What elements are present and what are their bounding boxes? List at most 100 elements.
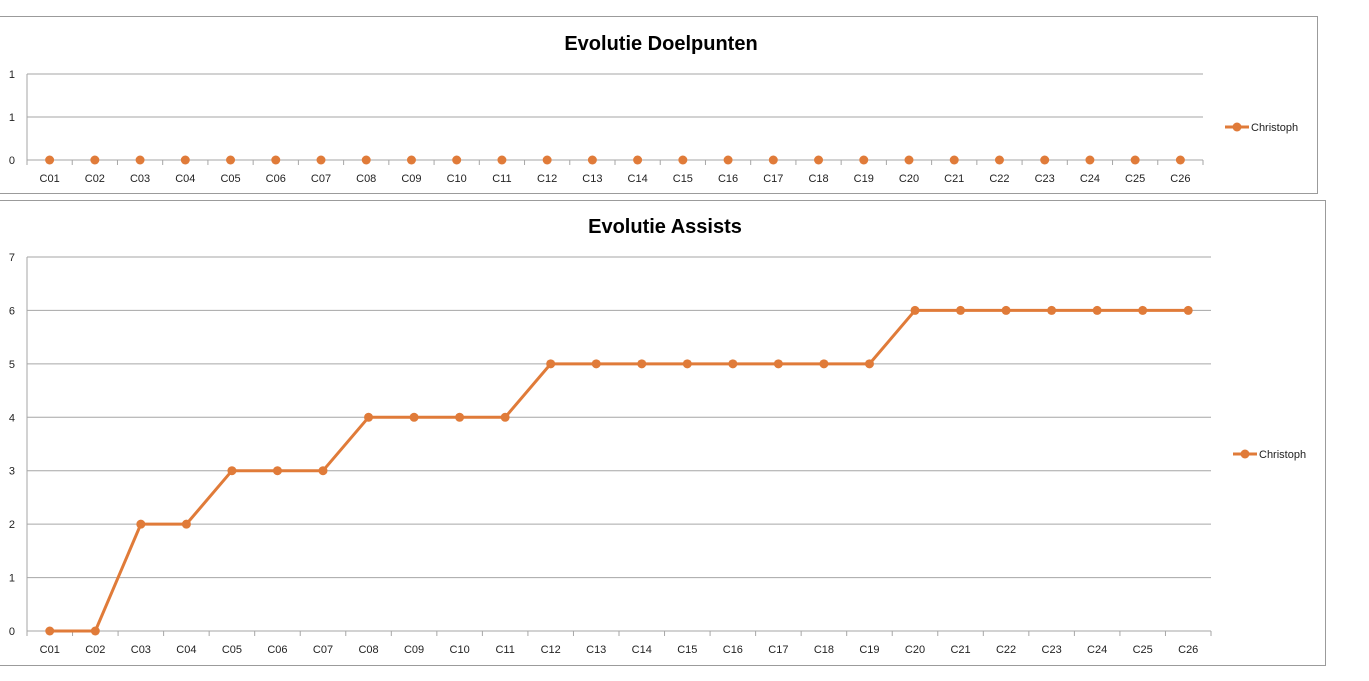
assists-legend-label: Christoph xyxy=(1259,449,1306,461)
goals-x-tick-label: C02 xyxy=(85,173,105,185)
goals-x-tick-label: C04 xyxy=(175,173,195,185)
assists-x-tick-label: C13 xyxy=(586,644,606,656)
goals-data-point xyxy=(361,155,371,165)
assists-x-tick-label: C22 xyxy=(996,644,1016,656)
assists-data-point xyxy=(591,359,601,369)
assists-data-point xyxy=(1183,305,1193,315)
assists-y-tick-label: 7 xyxy=(9,252,15,264)
assists-x-tick-label: C24 xyxy=(1087,644,1107,656)
goals-x-tick-label: C08 xyxy=(356,173,376,185)
goals-legend-label: Christoph xyxy=(1251,122,1298,134)
assists-x-tick-label: C16 xyxy=(723,644,743,656)
goals-x-tick-label: C20 xyxy=(899,173,919,185)
goals-data-point xyxy=(271,155,281,165)
assists-y-tick-label: 6 xyxy=(9,305,15,317)
goals-x-tick-label: C07 xyxy=(311,173,331,185)
assists-x-tick-label: C07 xyxy=(313,644,333,656)
goals-data-point xyxy=(1040,155,1050,165)
goals-data-point xyxy=(723,155,733,165)
assists-data-point xyxy=(728,359,738,369)
assists-x-tick-label: C11 xyxy=(495,644,514,656)
goals-x-tick-label: C03 xyxy=(130,173,150,185)
goals-x-tick-label: C14 xyxy=(628,173,648,185)
goals-y-tick-label: 1 xyxy=(9,112,15,124)
assists-y-tick-label: 4 xyxy=(9,412,15,424)
goals-x-tick-label: C24 xyxy=(1080,173,1100,185)
goals-x-tick-label: C26 xyxy=(1170,173,1190,185)
goals-x-tick-label: C12 xyxy=(537,173,557,185)
assists-data-point xyxy=(956,305,966,315)
assists-data-point xyxy=(910,305,920,315)
goals-data-point xyxy=(135,155,145,165)
assists-chart-title: Evolutie Assists xyxy=(588,216,742,238)
assists-x-tick-label: C14 xyxy=(632,644,652,656)
assists-data-point xyxy=(1001,305,1011,315)
goals-data-point xyxy=(1130,155,1140,165)
goals-x-tick-label: C11 xyxy=(492,173,511,185)
assists-x-tick-label: C02 xyxy=(85,644,105,656)
assists-data-point xyxy=(637,359,647,369)
goals-chart-title: Evolutie Doelpunten xyxy=(564,33,757,55)
goals-x-tick-label: C19 xyxy=(854,173,874,185)
assists-data-point xyxy=(1138,305,1148,315)
assists-data-point xyxy=(682,359,692,369)
assists-x-tick-label: C09 xyxy=(404,644,424,656)
assists-y-tick-label: 0 xyxy=(9,626,15,638)
assists-x-tick-label: C12 xyxy=(541,644,561,656)
goals-data-point xyxy=(633,155,643,165)
goals-data-point xyxy=(1175,155,1185,165)
assists-data-point xyxy=(272,466,282,476)
goals-data-point xyxy=(316,155,326,165)
assists-data-point xyxy=(773,359,783,369)
goals-data-point xyxy=(678,155,688,165)
goals-data-point xyxy=(180,155,190,165)
assists-x-tick-label: C21 xyxy=(950,644,970,656)
assists-data-point xyxy=(181,519,191,529)
assists-x-tick-label: C15 xyxy=(677,644,697,656)
assists-y-tick-label: 3 xyxy=(9,466,15,478)
goals-x-tick-label: C25 xyxy=(1125,173,1145,185)
goals-x-tick-label: C10 xyxy=(447,173,467,185)
assists-data-point xyxy=(455,412,465,422)
goals-x-tick-label: C13 xyxy=(582,173,602,185)
goals-chart: Evolutie Doelpunten 0 1 1 C01 C02 C03 C04 C05 C06… xyxy=(9,33,1298,185)
assists-data-point xyxy=(1092,305,1102,315)
assists-x-tick-label: C23 xyxy=(1042,644,1062,656)
assists-chart: Evolutie Assists 0 1 2 3 4 5 6 7 C01 C02 C03 C04 C05 C… xyxy=(9,216,1306,656)
goals-x-tick-label: C18 xyxy=(808,173,828,185)
assists-data-point xyxy=(318,466,328,476)
assists-x-tick-label: C03 xyxy=(131,644,151,656)
goals-data-point xyxy=(406,155,416,165)
goals-data-point xyxy=(90,155,100,165)
assists-x-tick-label: C05 xyxy=(222,644,242,656)
assists-data-point xyxy=(45,626,55,636)
assists-x-tick-label: C25 xyxy=(1133,644,1153,656)
goals-y-tick-label: 0 xyxy=(9,155,15,167)
assists-x-tick-label: C06 xyxy=(267,644,287,656)
assists-x-tick-label: C20 xyxy=(905,644,925,656)
goals-x-tick-label: C17 xyxy=(763,173,783,185)
assists-data-point xyxy=(364,412,374,422)
goals-data-point xyxy=(904,155,914,165)
assists-y-tick-label: 5 xyxy=(9,359,15,371)
assists-x-tick-label: C08 xyxy=(358,644,378,656)
goals-data-point xyxy=(814,155,824,165)
assists-data-point xyxy=(227,466,237,476)
assists-x-tick-label: C18 xyxy=(814,644,834,656)
assists-x-tick-label: C17 xyxy=(768,644,788,656)
assists-series-line xyxy=(49,308,1189,633)
goals-x-tick-label: C15 xyxy=(673,173,693,185)
assists-data-point xyxy=(90,626,100,636)
goals-data-point xyxy=(1085,155,1095,165)
goals-chart-panel: Evolutie Doelpunten 0 1 1 C01 C02 C03 C04 C05 C06… xyxy=(0,16,1318,194)
goals-x-tick-label: C01 xyxy=(40,173,60,185)
assists-y-tick-label: 1 xyxy=(9,573,15,585)
goals-x-tick-label: C22 xyxy=(989,173,1009,185)
goals-data-point xyxy=(452,155,462,165)
goals-data-point xyxy=(859,155,869,165)
assists-x-tick-label: C19 xyxy=(859,644,879,656)
assists-x-tick-label: C26 xyxy=(1178,644,1198,656)
assists-data-point xyxy=(819,359,829,369)
assists-data-point xyxy=(500,412,510,422)
goals-x-tick-label: C23 xyxy=(1035,173,1055,185)
